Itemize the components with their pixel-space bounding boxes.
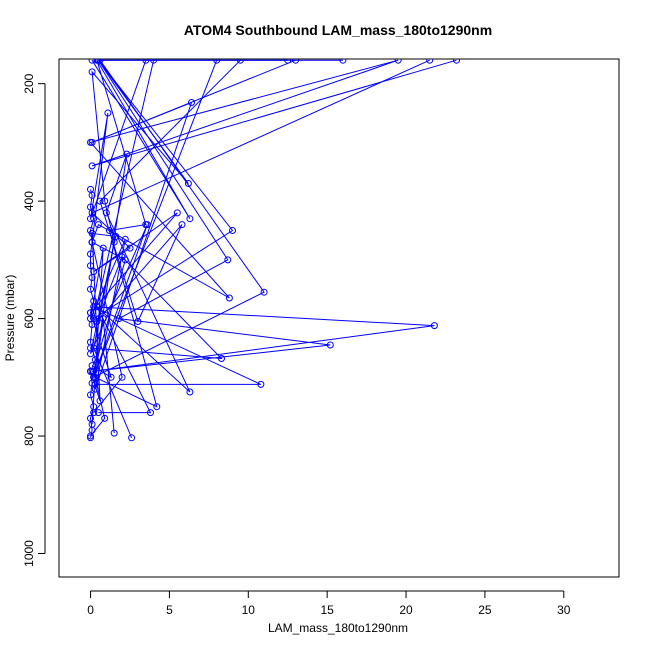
data-point — [188, 99, 195, 106]
plot-frame — [58, 58, 620, 578]
data-point — [110, 429, 118, 437]
data-point — [118, 373, 126, 381]
data-point — [173, 209, 181, 217]
data-point — [87, 185, 94, 193]
series-line-9 — [89, 59, 457, 413]
data-point — [88, 68, 96, 76]
data-point — [225, 294, 233, 302]
data-point — [218, 355, 225, 362]
data-point — [260, 288, 268, 296]
data-point — [128, 434, 136, 442]
data-point — [339, 59, 347, 64]
data-point — [184, 180, 192, 187]
data-point — [153, 403, 161, 411]
data-point — [87, 367, 94, 375]
data-point — [126, 244, 134, 252]
y-axis-label: Pressure (mbar) — [3, 275, 17, 362]
series-line-5 — [92, 59, 435, 385]
x-tick-label: 5 — [166, 603, 173, 617]
x-tick-label: 20 — [399, 603, 413, 617]
data-point — [213, 59, 221, 64]
data-point — [94, 409, 102, 417]
data-point — [121, 256, 129, 264]
chart-title: ATOM4 Southbound LAM_mass_180to1290nm — [184, 22, 492, 38]
data-point — [106, 227, 113, 234]
data-point — [394, 59, 402, 64]
y-tick-label: 600 — [22, 308, 36, 328]
x-tick-label: 0 — [87, 603, 94, 617]
data-point — [88, 138, 96, 146]
data-point — [88, 229, 96, 237]
y-axis: 200 400 600 800 1000 — [22, 73, 46, 567]
data-point — [87, 432, 94, 440]
data-point — [453, 59, 460, 64]
x-tick-label: 30 — [557, 603, 571, 617]
y-tick-label: 200 — [22, 73, 36, 93]
data-point — [87, 215, 94, 223]
data-point — [147, 409, 154, 417]
data-point — [87, 350, 94, 358]
data-point — [121, 235, 129, 243]
data-point — [88, 420, 96, 428]
series-line-10 — [90, 59, 296, 425]
data-point — [101, 414, 109, 422]
data-point — [88, 162, 96, 170]
series-line-7 — [89, 59, 430, 379]
data-point — [186, 388, 194, 396]
data-point — [115, 315, 123, 323]
y-tick-label: 800 — [22, 426, 36, 446]
x-axis-label: LAM_mass_180to1290nm — [268, 621, 408, 635]
x-tick-label: 10 — [242, 603, 256, 617]
data-point — [123, 150, 131, 158]
data-point — [94, 59, 102, 64]
data-point — [112, 232, 120, 240]
data-point — [94, 221, 102, 229]
data-point — [426, 59, 434, 64]
data-point — [101, 197, 109, 205]
data-point — [229, 227, 236, 234]
data-point — [104, 109, 112, 117]
data-point — [326, 341, 334, 349]
plot-area — [87, 59, 460, 442]
data-point — [90, 409, 98, 417]
series-line-8 — [90, 60, 147, 437]
y-tick-label: 1000 — [22, 540, 36, 567]
series-line-11 — [90, 60, 218, 401]
series-line-4 — [93, 59, 343, 414]
data-point — [87, 315, 94, 323]
series-line-6 — [90, 59, 241, 360]
data-point — [96, 397, 104, 405]
data-point — [292, 59, 300, 64]
data-point — [142, 59, 150, 64]
data-point — [107, 373, 115, 381]
data-point — [99, 244, 107, 252]
data-point — [90, 373, 98, 381]
series-line-1 — [89, 189, 96, 438]
data-point — [430, 322, 438, 330]
x-tick-label: 15 — [320, 603, 334, 617]
data-point — [134, 318, 142, 325]
data-point — [178, 221, 186, 229]
data-point — [257, 380, 265, 388]
data-point — [236, 59, 244, 64]
y-tick-label: 400 — [22, 191, 36, 211]
x-axis: 0 5 10 15 20 25 30 — [87, 590, 571, 617]
data-point — [90, 303, 98, 311]
data-point — [224, 256, 232, 264]
data-point — [87, 285, 94, 293]
data-point — [186, 215, 194, 223]
x-tick-label: 25 — [478, 603, 492, 617]
data-point — [143, 221, 151, 229]
